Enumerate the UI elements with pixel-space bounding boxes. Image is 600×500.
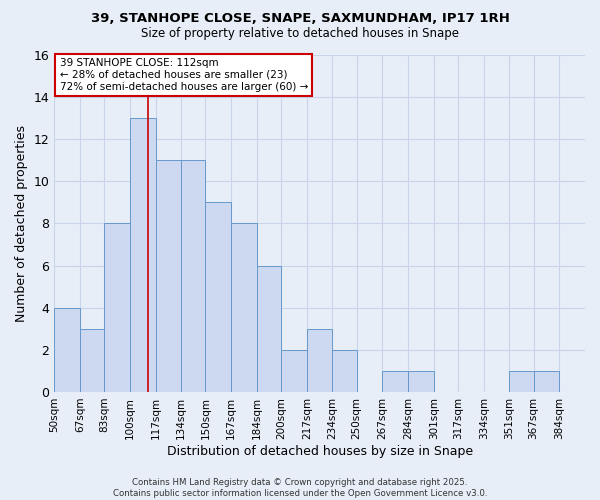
Bar bbox=[257, 266, 281, 392]
Text: Size of property relative to detached houses in Snape: Size of property relative to detached ho… bbox=[141, 28, 459, 40]
Bar bbox=[104, 224, 130, 392]
Text: 39 STANHOPE CLOSE: 112sqm
← 28% of detached houses are smaller (23)
72% of semi-: 39 STANHOPE CLOSE: 112sqm ← 28% of detac… bbox=[59, 58, 308, 92]
Bar bbox=[533, 371, 559, 392]
Y-axis label: Number of detached properties: Number of detached properties bbox=[15, 125, 28, 322]
Text: Contains HM Land Registry data © Crown copyright and database right 2025.
Contai: Contains HM Land Registry data © Crown c… bbox=[113, 478, 487, 498]
Bar bbox=[54, 308, 80, 392]
Bar bbox=[408, 371, 434, 392]
Bar bbox=[130, 118, 155, 392]
Bar bbox=[307, 329, 332, 392]
Bar bbox=[205, 202, 231, 392]
Bar bbox=[332, 350, 356, 392]
X-axis label: Distribution of detached houses by size in Snape: Distribution of detached houses by size … bbox=[167, 444, 473, 458]
Bar bbox=[80, 329, 104, 392]
Bar bbox=[155, 160, 181, 392]
Bar bbox=[181, 160, 205, 392]
Bar bbox=[382, 371, 408, 392]
Bar bbox=[509, 371, 533, 392]
Bar bbox=[281, 350, 307, 392]
Text: 39, STANHOPE CLOSE, SNAPE, SAXMUNDHAM, IP17 1RH: 39, STANHOPE CLOSE, SNAPE, SAXMUNDHAM, I… bbox=[91, 12, 509, 26]
Bar bbox=[231, 224, 257, 392]
